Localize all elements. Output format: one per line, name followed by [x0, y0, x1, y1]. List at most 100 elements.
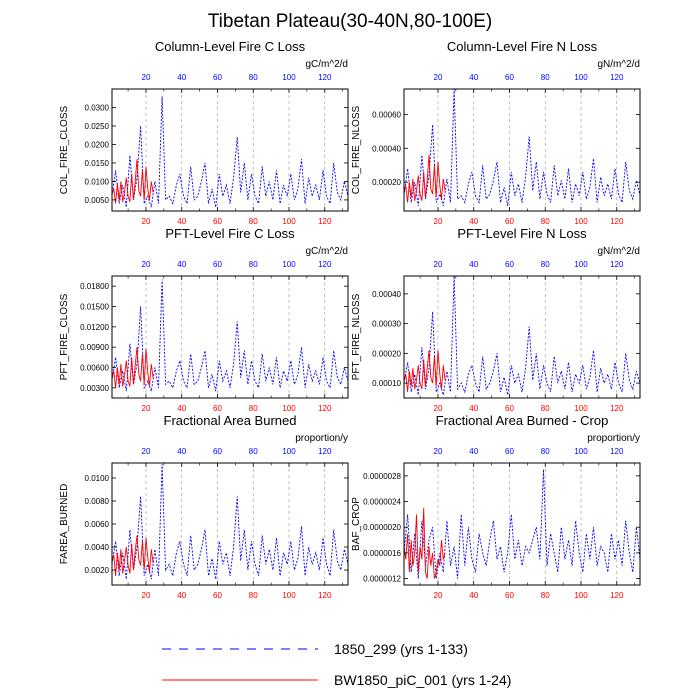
x-tick-label-bottom: 20: [142, 217, 151, 226]
x-tick-label-top: 20: [142, 447, 151, 456]
y-tick-label: 0.00010: [372, 379, 401, 388]
y-axis-label: COL_FIRE_NLOSS: [351, 105, 362, 194]
y-tick-label: 0.01200: [80, 323, 109, 332]
x-tick-label-top: 120: [318, 260, 332, 269]
x-tick-label-bottom: 100: [282, 591, 296, 600]
y-tick-label: 0.00020: [372, 178, 401, 187]
series-line-experiment: [112, 159, 154, 204]
x-tick-label-bottom: 100: [282, 404, 296, 413]
chart-panel-pft-c: PFT-Level Fire C Loss gC/m^2/d PFT_FIRE_CL…: [59, 226, 349, 413]
y-tick-label: 0.00900: [80, 343, 109, 352]
x-tick-label-bottom: 40: [177, 217, 186, 226]
y-axis-label: BAF_CROP: [351, 497, 362, 551]
x-tick-label-bottom: 120: [610, 217, 624, 226]
x-tick-label-bottom: 120: [610, 591, 624, 600]
y-tick-label: 0.0000028: [363, 472, 401, 481]
series-line-control: [404, 469, 640, 579]
units-label: gN/m^2/d: [598, 246, 641, 257]
x-tick-label-bottom: 120: [610, 404, 624, 413]
x-tick-label-top: 100: [574, 260, 588, 269]
series-line-control: [112, 279, 348, 392]
x-tick-label-bottom: 40: [469, 404, 478, 413]
legend-label-experiment: BW1850_piC_001 (yrs 1-24): [334, 672, 511, 688]
units-label: proportion/y: [295, 433, 348, 444]
panels: Column-Level Fire C LossgC/m^2/dCOL_FIRE…: [59, 39, 641, 600]
y-tick-label: 0.0200: [85, 140, 110, 149]
x-tick-label-top: 120: [610, 447, 624, 456]
x-tick-label-bottom: 60: [213, 217, 222, 226]
y-axis-label: COL_FIRE_CLOSS: [59, 105, 70, 194]
x-tick-label-top: 100: [282, 260, 296, 269]
y-tick-label: 0.0100: [85, 177, 110, 186]
x-tick-label-top: 80: [249, 73, 258, 82]
x-tick-label-bottom: 120: [318, 404, 332, 413]
y-tick-label: 0.0000024: [363, 498, 401, 507]
x-tick-label-top: 20: [434, 73, 443, 82]
y-tick-label: 0.0040: [85, 543, 110, 552]
x-tick-label-top: 120: [610, 73, 624, 82]
y-tick-label: 0.00020: [372, 349, 401, 358]
x-tick-label-bottom: 80: [541, 404, 550, 413]
x-tick-label-bottom: 40: [469, 217, 478, 226]
x-tick-label-top: 60: [213, 447, 222, 456]
series-line-experiment: [404, 350, 446, 393]
x-tick-label-bottom: 60: [505, 404, 514, 413]
y-tick-label: 0.0100: [85, 474, 110, 483]
x-tick-label-bottom: 80: [541, 591, 550, 600]
x-tick-label-bottom: 20: [142, 404, 151, 413]
panel-title: Fractional Area Burned: [164, 413, 297, 428]
units-label: proportion/y: [587, 433, 640, 444]
x-tick-label-bottom: 100: [574, 591, 588, 600]
x-tick-label-top: 60: [213, 73, 222, 82]
units-label: gN/m^2/d: [598, 59, 641, 70]
units-label: gC/m^2/d: [306, 59, 349, 70]
y-tick-label: 0.00030: [372, 320, 401, 329]
plot-frame: [403, 88, 641, 212]
x-tick-label-top: 100: [574, 447, 588, 456]
x-tick-label-bottom: 40: [469, 591, 478, 600]
x-tick-label-bottom: 40: [177, 404, 186, 413]
x-tick-label-top: 60: [505, 260, 514, 269]
x-tick-label-top: 20: [142, 73, 151, 82]
panel-title: Fractional Area Burned - Crop: [436, 413, 609, 428]
panel-title: PFT-Level Fire N Loss: [457, 226, 587, 241]
y-axis-label: FAREA_BURNED: [59, 484, 70, 565]
x-tick-label-top: 100: [282, 73, 296, 82]
x-tick-label-top: 80: [541, 260, 550, 269]
x-tick-label-bottom: 20: [142, 591, 151, 600]
x-tick-label-bottom: 100: [282, 217, 296, 226]
chart-panel-baf: Fractional Area Burned - Crop proportion/…: [351, 413, 641, 600]
series-line-control: [112, 464, 348, 580]
y-tick-label: 0.0050: [85, 196, 110, 205]
plot-frame: [403, 275, 641, 399]
series-line-experiment: [112, 535, 154, 576]
x-tick-label-top: 100: [282, 447, 296, 456]
x-tick-label-bottom: 80: [249, 217, 258, 226]
x-tick-label-top: 60: [505, 447, 514, 456]
x-tick-label-bottom: 40: [177, 591, 186, 600]
x-tick-label-top: 40: [469, 260, 478, 269]
y-tick-label: 0.00040: [372, 144, 401, 153]
y-tick-label: 0.0000012: [363, 575, 401, 584]
y-tick-label: 0.0080: [85, 497, 110, 506]
y-tick-label: 0.00600: [80, 364, 109, 373]
y-tick-label: 0.0000016: [363, 549, 401, 558]
x-tick-label-top: 80: [249, 260, 258, 269]
x-tick-label-bottom: 60: [213, 404, 222, 413]
x-tick-label-top: 40: [469, 447, 478, 456]
x-tick-label-top: 40: [177, 447, 186, 456]
x-tick-label-top: 60: [213, 260, 222, 269]
x-tick-label-bottom: 120: [318, 217, 332, 226]
plot-frame: [403, 462, 641, 586]
x-tick-label-bottom: 20: [434, 217, 443, 226]
x-tick-label-top: 40: [469, 73, 478, 82]
y-tick-label: 0.0000020: [363, 523, 401, 532]
y-tick-label: 0.00040: [372, 290, 401, 299]
y-tick-label: 0.0060: [85, 520, 110, 529]
y-tick-label: 0.0300: [85, 103, 110, 112]
series-line-experiment: [112, 347, 154, 388]
x-tick-label-bottom: 100: [574, 217, 588, 226]
